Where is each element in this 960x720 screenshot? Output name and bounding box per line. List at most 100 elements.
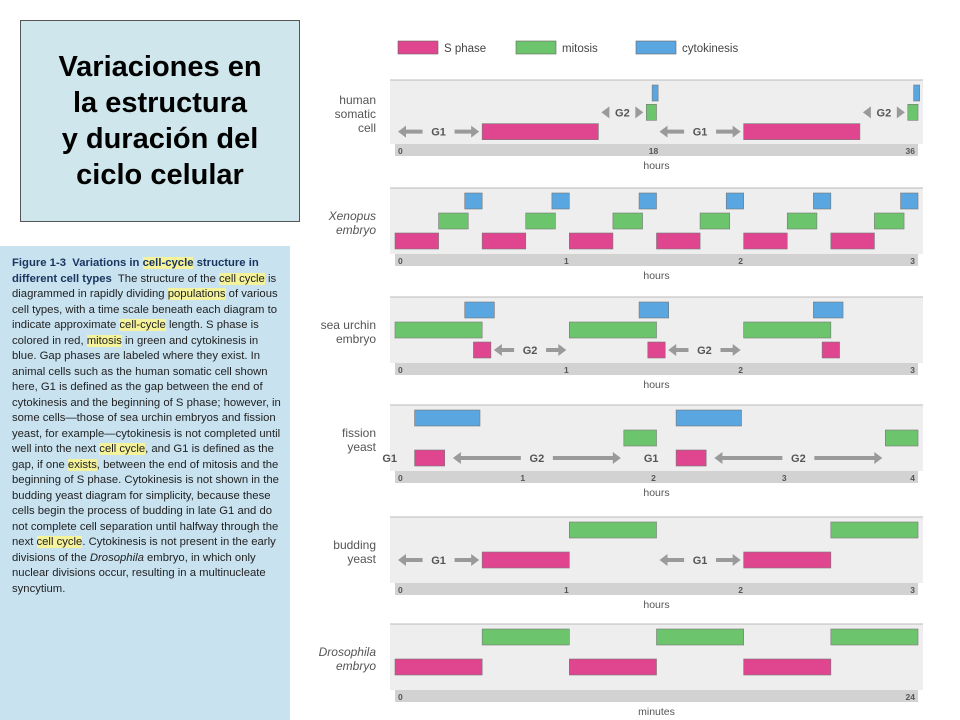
tick-label: 0	[398, 256, 403, 266]
cytokinesis-bar	[551, 192, 570, 210]
s-phase-bar	[481, 232, 527, 250]
tick-label: 3	[910, 585, 915, 595]
mitosis-bar	[612, 212, 643, 230]
gap-arrow-g2: G2	[601, 106, 644, 119]
mitosis-bar	[656, 628, 744, 646]
gap-arrow-head-left	[668, 344, 677, 356]
diagram-label-2-1: embryo	[336, 332, 376, 346]
gap-arrow-head-right	[896, 106, 905, 119]
s-phase-bar	[830, 232, 875, 250]
gap-arrow-g2: G2	[452, 452, 621, 465]
gap-arrow-head-left	[398, 554, 406, 566]
time-scale: 0 1 2 3 hours	[395, 254, 918, 282]
legend-swatch-2	[635, 40, 677, 55]
caption-hl-5: cell cycle	[99, 443, 146, 455]
s-phase-bar	[743, 232, 788, 250]
gap-arrow-head-left	[452, 452, 461, 464]
diagram-label-0-1: somatic	[335, 107, 376, 121]
s-phase-bar	[473, 341, 492, 359]
gap-arrow-head-left	[493, 344, 502, 356]
mitosis-bar	[569, 521, 657, 539]
time-unit-label: minutes	[638, 706, 675, 718]
caption-hl-4: mitosis	[86, 334, 122, 347]
cytokinesis-bar	[414, 409, 481, 427]
time-unit-label: hours	[643, 160, 669, 172]
gap-arrow-g2: G2	[668, 344, 741, 357]
mitosis-bar	[394, 321, 483, 339]
mitosis-bar	[830, 521, 919, 539]
gap-arrow-g1: G1	[382, 453, 397, 465]
mitosis-bar	[481, 628, 570, 646]
gap-arrow-head-left	[659, 554, 668, 566]
gap-label: G1	[693, 555, 708, 567]
mitosis-bar	[907, 104, 919, 121]
mitosis-bar	[885, 429, 919, 447]
caption-heading-b: structure in different cell types	[12, 257, 259, 285]
gap-label: G1	[693, 127, 708, 139]
tick-label: 1	[520, 473, 525, 483]
gap-arrow-g2: G2	[493, 344, 567, 357]
s-phase-bar	[569, 232, 614, 250]
cytokinesis-bar	[725, 192, 744, 210]
s-phase-bar	[481, 551, 570, 569]
caption-hl-1: cell cycle	[219, 272, 265, 285]
time-scale-bar	[395, 254, 918, 266]
gap-arrow-head-left	[714, 452, 723, 464]
caption-italic-1: Drosophila	[89, 551, 144, 564]
cytokinesis-bar	[675, 409, 742, 427]
time-scale: 0 1 2 3 4 hours	[395, 471, 918, 499]
cytokinesis-bar	[464, 301, 495, 319]
caption-text-3: of various cell types, with a time scale…	[12, 288, 278, 331]
gap-arrow-head-right	[874, 452, 883, 464]
title-line-3: y duración del	[61, 123, 259, 155]
gap-arrow-g2: G2	[862, 106, 905, 119]
legend-label-1: mitosis	[562, 43, 598, 55]
tick-label: 0	[398, 365, 403, 375]
caption-heading-hl: cell-cycle	[142, 257, 194, 269]
diagram-label-5-1: embryo	[336, 659, 376, 673]
gap-arrow-head-right	[732, 554, 741, 566]
diagram-label-4-1: yeast	[347, 552, 376, 566]
gap-arrow-head-right	[558, 344, 567, 356]
figure-label: Figure 1-3	[12, 257, 66, 269]
caption-text: Figure 1-3 Variations in cell-cycle stru…	[12, 256, 284, 597]
caption-heading-a: Variations in	[72, 257, 143, 269]
gap-label: G1	[431, 127, 446, 139]
gap-arrow-head-left	[398, 125, 406, 138]
mitosis-bar	[623, 429, 657, 447]
time-scale-bar	[395, 690, 918, 702]
gap-arrow-head-right	[471, 125, 480, 138]
time-scale-bar	[395, 363, 918, 375]
diagram-label-1-1: embryo	[336, 223, 376, 237]
diagram-label-2-0: sea urchin	[321, 318, 376, 332]
time-unit-label: hours	[643, 270, 669, 282]
gap-arrow-head-right	[732, 125, 741, 138]
caption-text-8: . Cytokinesis is not present in the earl…	[12, 536, 276, 564]
s-phase-bar	[821, 341, 840, 359]
cytokinesis-bar	[813, 192, 832, 210]
diagram-label-3-1: yeast	[347, 440, 376, 454]
gap-arrow-g1: G1	[659, 125, 741, 139]
mitosis-bar	[874, 212, 905, 230]
diagram-label-3-0: fission	[342, 426, 376, 440]
tick-label: 2	[738, 585, 743, 595]
title-line-1: Variaciones en	[58, 51, 262, 83]
gap-arrow-head-right	[732, 344, 741, 356]
s-phase-bar	[675, 449, 707, 467]
time-scale-bar	[395, 144, 918, 156]
s-phase-bar	[569, 658, 657, 676]
title-box: Variaciones en la estructura y duración …	[20, 20, 300, 222]
title-line-2: la estructura	[72, 87, 248, 119]
gap-arrow-g1: G1	[644, 453, 659, 465]
cytokinesis-bar	[813, 301, 844, 319]
tick-label: 4	[910, 473, 915, 483]
gap-label: G1	[644, 453, 659, 465]
gap-arrow-g2: G2	[714, 452, 883, 465]
caption-text-7: , between the end of mitosis and the beg…	[12, 458, 279, 549]
time-scale-bar	[395, 471, 918, 483]
